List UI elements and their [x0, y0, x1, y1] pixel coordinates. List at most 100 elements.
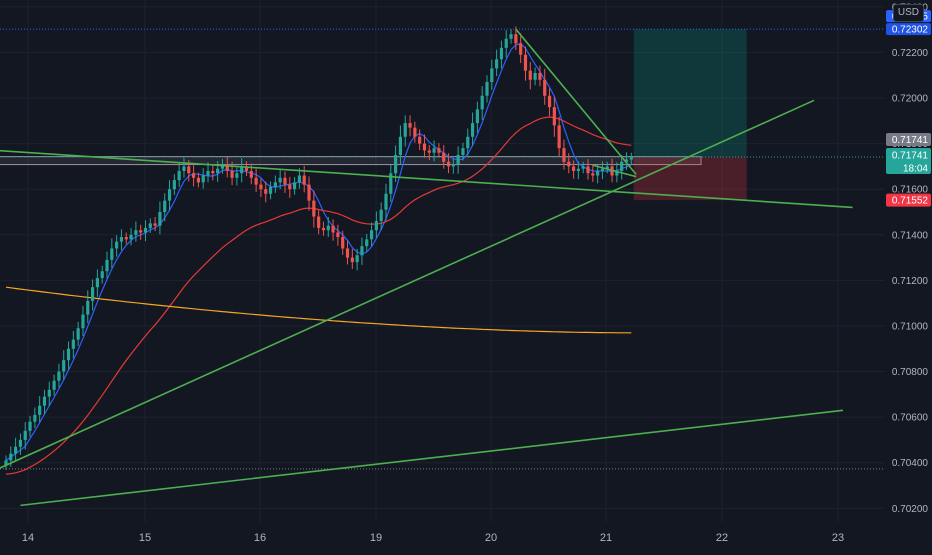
- candle-body[interactable]: [533, 72, 537, 80]
- candle-body[interactable]: [139, 230, 143, 233]
- candle-body[interactable]: [244, 166, 249, 171]
- candle-body[interactable]: [28, 421, 32, 431]
- candle-body[interactable]: [264, 189, 268, 194]
- candle-body[interactable]: [268, 186, 273, 194]
- candle-body[interactable]: [187, 166, 191, 174]
- candle-body[interactable]: [66, 348, 71, 361]
- candle-body[interactable]: [182, 166, 186, 171]
- trendline[interactable]: [20, 409, 844, 507]
- candle-body[interactable]: [374, 221, 378, 231]
- candle-body[interactable]: [42, 396, 47, 406]
- candle-body[interactable]: [437, 148, 441, 153]
- candle-body[interactable]: [490, 68, 494, 83]
- candle-body[interactable]: [240, 166, 244, 174]
- candle-body[interactable]: [408, 123, 412, 128]
- candle-body[interactable]: [369, 230, 374, 240]
- candle-body[interactable]: [52, 380, 56, 390]
- candle-body[interactable]: [293, 182, 297, 190]
- candle-body[interactable]: [350, 257, 354, 263]
- candle-body[interactable]: [552, 107, 556, 126]
- candle-body[interactable]: [321, 227, 326, 231]
- candle-body[interactable]: [422, 143, 427, 151]
- candle-body[interactable]: [95, 278, 99, 288]
- candle-body[interactable]: [259, 184, 263, 190]
- candle-body[interactable]: [249, 170, 253, 178]
- candle-body[interactable]: [499, 47, 504, 60]
- candle-body[interactable]: [365, 239, 369, 247]
- candle-body[interactable]: [143, 227, 148, 233]
- candle-body[interactable]: [571, 166, 576, 171]
- candle-body[interactable]: [47, 389, 51, 397]
- candle-body[interactable]: [312, 200, 316, 217]
- candle-body[interactable]: [230, 170, 234, 178]
- candle-body[interactable]: [379, 209, 383, 222]
- candle-body[interactable]: [615, 170, 619, 176]
- candle-body[interactable]: [451, 164, 455, 167]
- candle-body[interactable]: [206, 170, 210, 176]
- candle-body[interactable]: [225, 164, 229, 171]
- candle-body[interactable]: [591, 173, 595, 176]
- candle-body[interactable]: [191, 173, 196, 178]
- candle-body[interactable]: [196, 177, 200, 183]
- candle-body[interactable]: [288, 184, 292, 190]
- candle-body[interactable]: [18, 439, 23, 447]
- trendlines[interactable]: [0, 28, 853, 507]
- candle-body[interactable]: [124, 237, 128, 240]
- candle-body[interactable]: [235, 173, 239, 178]
- candle-body[interactable]: [211, 170, 215, 174]
- candle-body[interactable]: [418, 136, 422, 144]
- candle-body[interactable]: [201, 175, 205, 183]
- candle-body[interactable]: [278, 177, 282, 183]
- candle-body[interactable]: [384, 193, 388, 210]
- trendline[interactable]: [515, 28, 637, 175]
- candle-body[interactable]: [134, 230, 138, 235]
- candle-body[interactable]: [341, 237, 345, 249]
- candle-body[interactable]: [81, 314, 85, 329]
- candle-body[interactable]: [9, 453, 13, 461]
- candle-body[interactable]: [620, 161, 624, 171]
- trendline[interactable]: [0, 99, 815, 469]
- candle-body[interactable]: [398, 136, 403, 156]
- candle-body[interactable]: [442, 152, 446, 162]
- candle-body[interactable]: [461, 148, 465, 156]
- candle-body[interactable]: [514, 34, 518, 44]
- candle-body[interactable]: [177, 170, 181, 181]
- candle-body[interactable]: [576, 168, 580, 171]
- candle-body[interactable]: [389, 173, 393, 194]
- candle-body[interactable]: [331, 225, 335, 233]
- candle-body[interactable]: [33, 414, 37, 422]
- trendline[interactable]: [0, 149, 853, 209]
- candle-body[interactable]: [76, 328, 80, 340]
- candle-body[interactable]: [543, 79, 547, 96]
- candle-body[interactable]: [129, 234, 133, 240]
- candle-body[interactable]: [216, 168, 220, 174]
- candle-body[interactable]: [355, 255, 359, 263]
- candle-body[interactable]: [605, 166, 609, 169]
- candle-body[interactable]: [480, 95, 484, 110]
- candle-body[interactable]: [105, 259, 109, 272]
- candle-body[interactable]: [158, 211, 162, 226]
- candle-body[interactable]: [326, 225, 330, 231]
- candle-body[interactable]: [100, 271, 104, 279]
- candle-body[interactable]: [283, 177, 287, 185]
- candle-body[interactable]: [153, 223, 157, 226]
- candle-body[interactable]: [586, 166, 590, 174]
- candle-body[interactable]: [624, 159, 629, 162]
- candle-body[interactable]: [273, 182, 277, 187]
- candle-body[interactable]: [523, 54, 528, 71]
- candle-body[interactable]: [519, 43, 523, 55]
- candle-body[interactable]: [148, 223, 152, 228]
- candle-body[interactable]: [302, 175, 306, 185]
- candle-body[interactable]: [110, 248, 114, 260]
- candle-body[interactable]: [336, 232, 340, 238]
- price-axis-bg[interactable]: [885, 0, 932, 550]
- candle-body[interactable]: [413, 127, 417, 137]
- candle-body[interactable]: [57, 371, 61, 381]
- time-axis-bg[interactable]: [0, 522, 885, 550]
- candle-body[interactable]: [307, 184, 311, 201]
- candle-body[interactable]: [557, 125, 561, 149]
- candle-body[interactable]: [167, 189, 172, 201]
- candle-body[interactable]: [23, 430, 27, 440]
- candle-body[interactable]: [119, 237, 124, 242]
